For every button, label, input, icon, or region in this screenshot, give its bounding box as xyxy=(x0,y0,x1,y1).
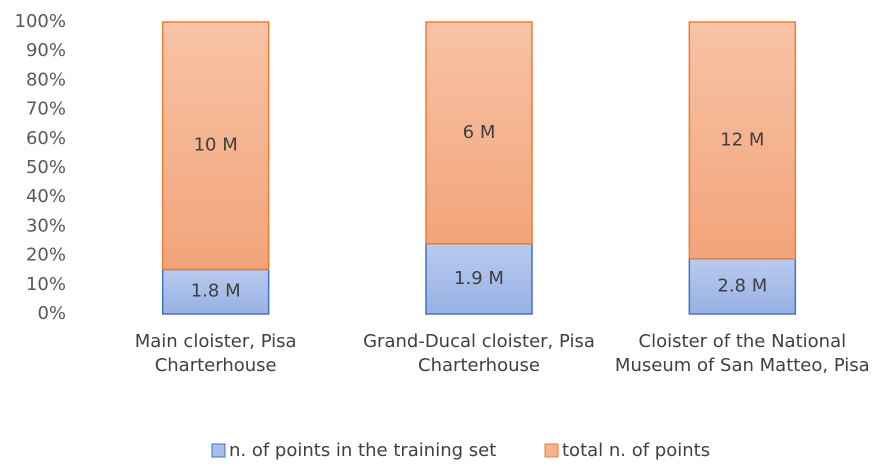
data-label: 2.8 M xyxy=(717,275,767,296)
y-tick-label: 0% xyxy=(37,303,66,324)
legend-swatch xyxy=(211,443,226,458)
y-tick-label: 80% xyxy=(26,69,66,90)
legend-swatch xyxy=(544,443,559,458)
data-label: 10 M xyxy=(194,135,238,156)
y-tick-label: 90% xyxy=(26,40,66,61)
data-label: 12 M xyxy=(720,129,764,150)
y-tick-label: 50% xyxy=(26,157,66,178)
legend-label: n. of points in the training set xyxy=(229,440,496,461)
y-tick-label: 60% xyxy=(26,128,66,149)
bar-segment xyxy=(688,258,797,315)
y-tick-label: 70% xyxy=(26,99,66,120)
y-tick-label: 100% xyxy=(15,11,66,32)
x-tick-label: Main cloister, Pisa Charterhouse xyxy=(134,331,297,376)
data-label: 1.9 M xyxy=(454,268,504,289)
data-label: 1.8 M xyxy=(191,281,241,302)
y-tick-label: 30% xyxy=(26,215,66,236)
bar-segment xyxy=(688,21,797,260)
data-label: 6 M xyxy=(463,122,496,143)
bar-segment xyxy=(425,21,533,245)
x-tick-label: Grand-Ducal cloister, Pisa Charterhouse xyxy=(363,331,595,376)
bar-segment xyxy=(161,21,270,271)
y-tick-label: 20% xyxy=(26,245,66,266)
y-tick-label: 10% xyxy=(26,274,66,295)
x-tick-label: Cloister of the National Museum of San M… xyxy=(614,331,870,376)
legend-label: total n. of points xyxy=(562,440,710,461)
y-tick-label: 40% xyxy=(26,186,66,207)
bar-segment xyxy=(161,268,270,315)
